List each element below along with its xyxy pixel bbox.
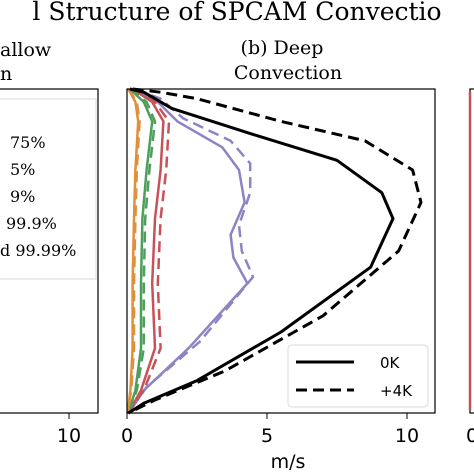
middle-panel-x-axis: 0 5 10 [121,413,419,447]
middle-panel-title-line1: (b) Deep [241,37,324,59]
middle-panel-title-line2: Convection [234,62,342,84]
middle-panel-frame [126,88,436,414]
left-legend-entry: 5% [10,160,35,179]
profile-line-red-solid [127,87,165,414]
profile-line-purple-dashed [127,87,255,414]
left-panel-title-line1: allow [0,39,52,61]
figure-title: l Structure of SPCAM Convectio [32,0,441,26]
left-legend-entry: 99.9% [6,214,57,233]
x-tick-label: 0 [121,425,133,447]
profile-line-green-dashed [127,88,157,414]
middle-panel-plot-lines [126,87,423,415]
x-tick-label: 10 [395,425,419,447]
left-panel-x-tick-label: 10 [57,425,81,447]
left-legend-entry: d 99.99% [0,241,76,260]
left-panel-frame [0,88,99,414]
left-panel-title-line2: n [0,63,12,85]
left-legend-entry: 9% [10,187,35,206]
profile-line-0k-solid [127,87,395,415]
right-panel-x-tick-label: 0 [466,425,474,447]
profile-line-plus4k-dashed [127,87,423,415]
profile-line-orange-dashed [126,88,141,414]
left-panel-legend-entries: 75% 5% 9% 99.9% d 99.99% [0,133,76,260]
legend-label-0k: 0K [380,354,401,372]
left-panel-legend [0,98,97,280]
profile-line-green-solid [127,88,154,414]
profile-line-red-dashed [127,87,171,414]
x-tick-label: 5 [261,425,273,447]
legend-label-plus4k: +4K [380,382,413,400]
left-legend-entry: 75% [10,133,46,152]
profile-line-purple-solid [127,87,249,414]
x-axis-label: m/s [271,451,306,473]
